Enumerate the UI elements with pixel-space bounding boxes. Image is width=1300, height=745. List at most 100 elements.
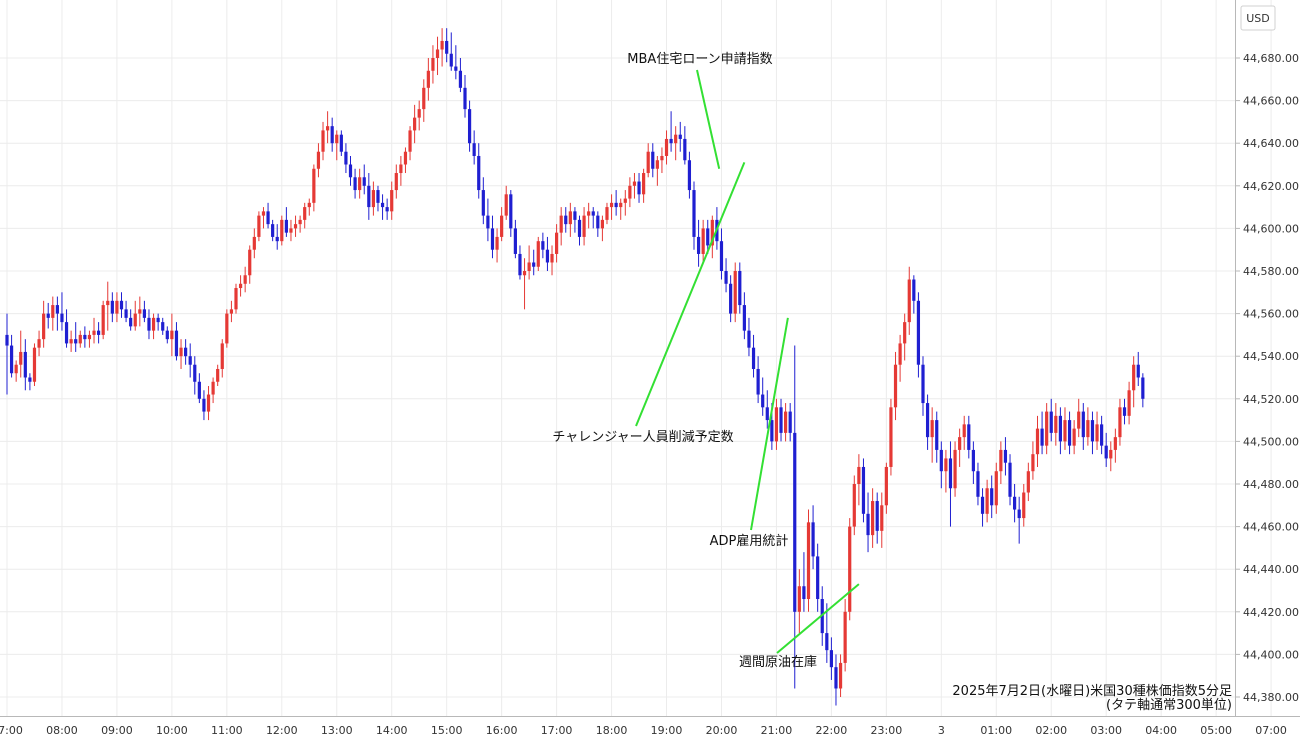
candle bbox=[1132, 356, 1136, 408]
annotation-lines bbox=[635, 69, 860, 654]
candle-body bbox=[880, 505, 884, 531]
candle bbox=[875, 492, 879, 544]
candle bbox=[316, 143, 321, 178]
candle bbox=[330, 117, 334, 152]
y-tick-label: 44,520.00 bbox=[1243, 393, 1299, 406]
candle bbox=[92, 317, 96, 344]
candle bbox=[312, 164, 316, 212]
candle bbox=[577, 215, 582, 246]
candle-body bbox=[445, 40, 449, 54]
candle bbox=[1040, 411, 1044, 455]
candle bbox=[238, 275, 243, 297]
candle-body bbox=[435, 49, 440, 58]
candle-body bbox=[481, 190, 485, 216]
candle-body bbox=[353, 177, 357, 191]
candle-body bbox=[609, 202, 614, 208]
candle bbox=[413, 104, 417, 144]
candle bbox=[1127, 381, 1131, 425]
candle-body bbox=[42, 313, 46, 340]
candle-body bbox=[275, 236, 279, 242]
candle bbox=[280, 215, 284, 246]
candle bbox=[358, 168, 362, 199]
candle-body bbox=[518, 253, 522, 276]
candle-body bbox=[23, 351, 27, 378]
candle bbox=[248, 245, 252, 284]
candle bbox=[303, 202, 307, 229]
candle bbox=[509, 190, 513, 237]
candle-body bbox=[399, 164, 403, 174]
candle-body bbox=[170, 330, 174, 340]
candle bbox=[83, 326, 87, 348]
candle-body bbox=[504, 194, 508, 216]
candle bbox=[257, 211, 261, 242]
currency-label: USD bbox=[1246, 12, 1270, 25]
x-tick-label: 09:00 bbox=[101, 724, 133, 737]
candle bbox=[742, 292, 746, 340]
candle bbox=[976, 462, 980, 506]
candle-body bbox=[1104, 445, 1108, 459]
candles bbox=[5, 28, 1145, 706]
candle bbox=[733, 262, 737, 323]
candle bbox=[701, 219, 705, 263]
candle-body bbox=[147, 317, 151, 331]
candle-body bbox=[165, 330, 169, 340]
candle-body bbox=[426, 70, 430, 88]
candle bbox=[724, 258, 728, 293]
candle bbox=[1113, 428, 1117, 463]
candle-body bbox=[710, 219, 714, 246]
candle-body bbox=[962, 424, 966, 438]
candle-body bbox=[536, 241, 540, 267]
candle-body bbox=[788, 411, 792, 433]
candle bbox=[953, 441, 957, 497]
candle bbox=[362, 164, 366, 195]
candle bbox=[719, 228, 724, 280]
candle bbox=[527, 245, 531, 280]
candle bbox=[559, 207, 563, 246]
candle-body bbox=[980, 496, 985, 514]
candle-body bbox=[119, 300, 124, 310]
candle-body bbox=[348, 164, 353, 178]
candle bbox=[564, 207, 568, 233]
candle-body bbox=[490, 228, 495, 250]
candle bbox=[642, 168, 646, 203]
candle-body bbox=[733, 271, 737, 314]
candle-body bbox=[555, 232, 559, 254]
candle bbox=[147, 309, 151, 340]
x-tick-label: 07:00 bbox=[1255, 724, 1287, 737]
candle bbox=[1017, 496, 1021, 544]
candle bbox=[490, 215, 495, 259]
candle-body bbox=[225, 313, 229, 344]
candle-body bbox=[829, 650, 833, 668]
candle-body bbox=[522, 271, 527, 276]
candle bbox=[935, 411, 939, 463]
candle bbox=[376, 185, 380, 212]
candle-body bbox=[628, 185, 632, 199]
candle bbox=[834, 654, 838, 706]
candle-body bbox=[646, 151, 650, 174]
candle-body bbox=[358, 177, 362, 191]
candle bbox=[1058, 407, 1062, 455]
candle bbox=[513, 219, 517, 259]
candle bbox=[326, 111, 330, 144]
candle-body bbox=[1067, 420, 1072, 446]
candle-body bbox=[303, 207, 307, 220]
candle bbox=[1122, 398, 1127, 425]
candle-body bbox=[271, 224, 275, 237]
candle-body bbox=[925, 403, 930, 438]
candle-body bbox=[893, 364, 898, 408]
candle bbox=[87, 330, 92, 348]
candle bbox=[275, 224, 279, 250]
x-tick-label: 08:00 bbox=[46, 724, 78, 737]
candle-body bbox=[642, 173, 646, 195]
candle-body bbox=[97, 330, 101, 335]
candle-body bbox=[582, 215, 586, 237]
candle bbox=[165, 326, 169, 344]
candle-body bbox=[78, 334, 82, 344]
candle bbox=[756, 356, 760, 404]
candle bbox=[161, 317, 165, 335]
x-axis: 07:00 08:00 09:00 10:00 11:00 12:00 13:00 14:00… bbox=[0, 724, 1287, 737]
candle-body bbox=[197, 381, 201, 399]
candle-body bbox=[1040, 428, 1044, 446]
candle-body bbox=[1127, 390, 1131, 416]
candle-body bbox=[266, 211, 270, 225]
